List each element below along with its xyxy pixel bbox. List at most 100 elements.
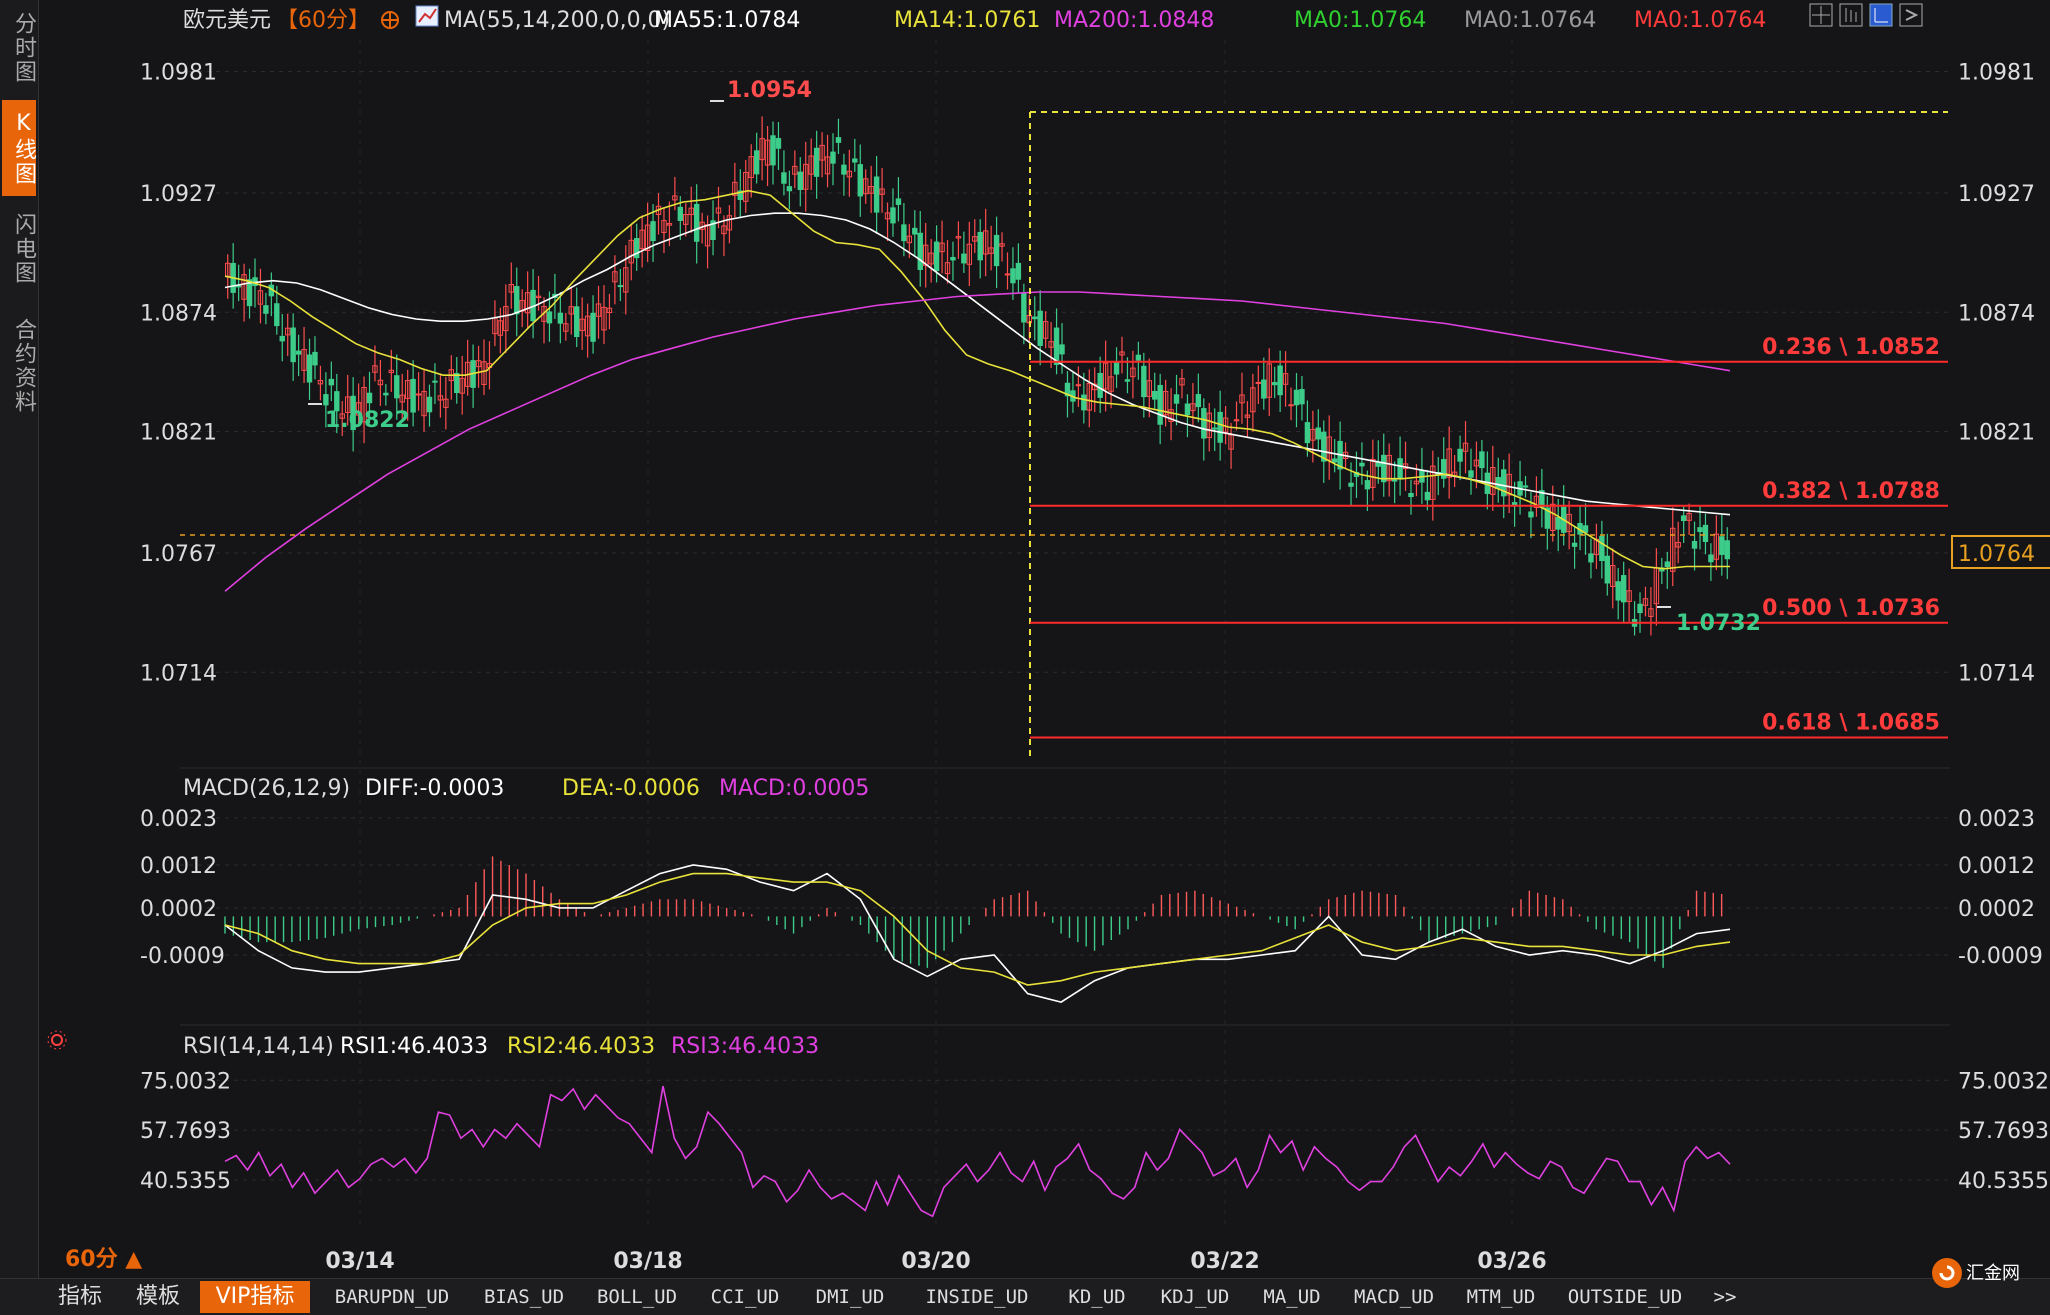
time-tick: 03/14 (325, 1249, 394, 1274)
more-tabs-button[interactable]: >> (1713, 1286, 1737, 1308)
candle-body (748, 156, 754, 179)
candle-body (1184, 403, 1191, 416)
candle-body (841, 164, 847, 175)
candle-body (633, 238, 640, 259)
candle-body (1321, 431, 1327, 462)
crosshair-icon[interactable] (381, 11, 399, 29)
fibonacci-retracement[interactable]: 0.236 \ 1.0852 0.382 \ 1.0788 0.500 \ 1.07… (1029, 111, 1948, 760)
candle-body (475, 360, 482, 368)
macd-title: MACD(26,12,9) (183, 776, 350, 801)
draw-tool-icon[interactable] (1869, 3, 1893, 27)
macd-tick-right: 0.0023 (1958, 807, 2035, 832)
indicator-menu[interactable]: 指标 (57, 1284, 102, 1309)
candle-body (1364, 480, 1371, 490)
period-selector[interactable]: 60分 ▲ (65, 1247, 142, 1272)
candle-body (623, 267, 629, 293)
tab-mtm[interactable]: MTM_UD (1466, 1286, 1536, 1308)
candle-body (1064, 382, 1071, 397)
expand-icon[interactable] (1899, 3, 1923, 27)
candle-body (977, 231, 983, 261)
candle-body (1141, 365, 1147, 398)
chart-area[interactable]: 欧元美元 【60分】 MA(55,14,200,0,0,0) MA55:1.07… (40, 0, 2050, 1278)
price-panel (224, 100, 1731, 636)
candle-body (808, 155, 814, 175)
brand-logo: 汇金网 (1932, 1258, 2020, 1288)
chart-layout-icon[interactable] (1839, 3, 1863, 27)
tab-boll[interactable]: BOLL_UD (596, 1286, 678, 1308)
macd-tick-left: 0.0012 (140, 854, 217, 879)
candle-body (432, 380, 438, 383)
candle-body (1304, 422, 1311, 444)
indicator-chart-icon[interactable] (415, 5, 439, 27)
template-menu[interactable]: 模板 (135, 1284, 180, 1309)
tab-outside[interactable]: OUTSIDE_UD (1567, 1286, 1683, 1308)
candle-body (1473, 459, 1480, 467)
candle-body (339, 413, 345, 419)
candle-body (568, 306, 574, 315)
tab-kline[interactable]: K线图 (2, 100, 36, 196)
candle-body (1424, 491, 1431, 501)
time-tick: 03/22 (1190, 1249, 1259, 1274)
candle-body (1724, 540, 1730, 560)
candle-body (1212, 427, 1218, 430)
tab-kdj[interactable]: KDJ_UD (1160, 1286, 1230, 1308)
candle-body (688, 207, 694, 216)
candle-body (415, 393, 422, 396)
price-tick-right: 1.0874 (1958, 301, 2035, 326)
period-badge[interactable]: 【60分】 (276, 8, 370, 33)
candle-body (459, 377, 465, 394)
candle-body (557, 312, 564, 324)
tab-cci[interactable]: CCI_UD (710, 1286, 780, 1308)
tab-kd[interactable]: KD_UD (1068, 1286, 1126, 1308)
candle-body (1719, 536, 1725, 555)
candle-body (1381, 454, 1387, 483)
price-tick-right: 1.0714 (1958, 661, 2035, 686)
candle-body (503, 305, 509, 332)
tab-inside[interactable]: INSIDE_UD (925, 1286, 1029, 1308)
tab-dmi[interactable]: DMI_UD (815, 1286, 885, 1308)
candle-body (912, 227, 918, 235)
tab-contract-info[interactable]: 合约资料 (11, 318, 36, 414)
candle-body (508, 284, 514, 293)
candle-body (1037, 310, 1043, 346)
macd-diff-line (224, 864, 1731, 1003)
candle-body (612, 271, 618, 283)
tab-ma[interactable]: MA_UD (1263, 1286, 1321, 1308)
candle-body (1010, 268, 1016, 284)
tab-bias[interactable]: BIAS_UD (483, 1286, 565, 1308)
candle-body (715, 207, 722, 214)
candle-body (421, 390, 427, 417)
candle-body (928, 252, 934, 265)
fib-level-label: 0.500 \ 1.0736 (1762, 596, 1940, 621)
rsi3-legend: RSI3:46.4033 (671, 1034, 819, 1059)
candle-body (1680, 515, 1687, 522)
candle-body (993, 234, 1000, 267)
fib-level-label: 0.382 \ 1.0788 (1762, 479, 1940, 504)
candle-body (1544, 507, 1551, 529)
candle-body (1119, 351, 1125, 356)
candle-body (961, 253, 967, 264)
time-tick: 03/18 (613, 1249, 682, 1274)
tab-flash-chart[interactable]: 闪电图 (11, 213, 36, 285)
fib-level-label: 0.236 \ 1.0852 (1762, 335, 1940, 360)
candle-body (1282, 373, 1289, 385)
candle-body (514, 286, 520, 315)
candle-body (1277, 365, 1283, 396)
tab-vip-indicator[interactable]: VIP指标 (200, 1281, 310, 1313)
tab-barupdn[interactable]: BARUPDN_UD (334, 1286, 450, 1308)
grid-view-icon[interactable] (1809, 3, 1833, 27)
candle-body (563, 323, 569, 332)
candle-body (1004, 273, 1011, 276)
candle-body (1102, 362, 1109, 390)
candle-body (334, 391, 340, 412)
candle-body (770, 135, 776, 166)
sun-icon[interactable] (47, 1030, 67, 1050)
candle-body (285, 327, 291, 336)
tab-timeshare[interactable]: 分时图 (11, 12, 36, 84)
candle-body (1086, 382, 1092, 411)
rsi-tick-left: 40.5355 (140, 1169, 231, 1194)
candle-body (344, 396, 351, 414)
tab-macd[interactable]: MACD_UD (1353, 1286, 1435, 1308)
candle-body (595, 303, 602, 317)
rsi-tick-right: 40.5355 (1958, 1169, 2049, 1194)
